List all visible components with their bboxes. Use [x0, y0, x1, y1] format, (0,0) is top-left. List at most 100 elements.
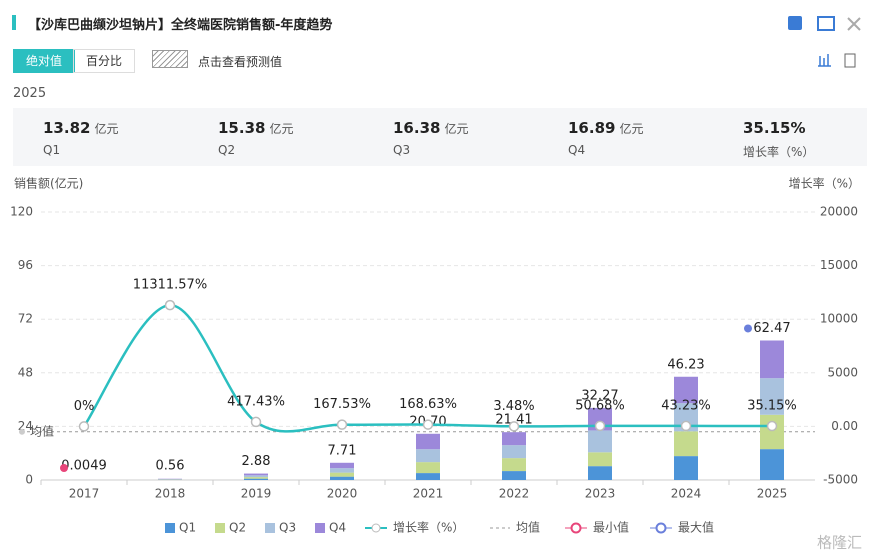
max-marker	[744, 324, 752, 333]
growth-line	[82, 303, 773, 433]
toggle-absolute[interactable]: 绝对值	[13, 49, 75, 73]
summary-label: Q1	[43, 143, 61, 157]
total-label: 0.0049	[61, 459, 107, 474]
bar-segment	[330, 462, 354, 469]
title-accent	[12, 15, 16, 30]
y2-tick-label: 5000	[827, 365, 858, 379]
growth-label: 3.48%	[493, 399, 534, 414]
legend-swatch	[215, 523, 225, 533]
y-tick-label: 48	[18, 365, 33, 379]
summary-unit: 亿元	[94, 122, 119, 136]
forecast-swatch[interactable]	[152, 50, 188, 68]
bar-segment	[588, 466, 612, 480]
bar-segment	[416, 433, 440, 450]
growth-label: 167.53%	[313, 397, 371, 412]
summary-unit: 亿元	[619, 122, 644, 136]
legend-min: 最小值	[593, 520, 629, 535]
total-label: 46.23	[667, 357, 704, 372]
bar-segment	[502, 432, 526, 446]
growth-point	[508, 421, 520, 432]
growth-label: 43.23%	[661, 398, 711, 413]
bar-segment	[502, 471, 526, 480]
x-tick-label: 2017	[69, 487, 100, 501]
excel-icon[interactable]	[788, 16, 802, 30]
bar-segment	[244, 477, 268, 479]
watermark: 格隆汇	[817, 534, 862, 552]
summary-unit: 亿元	[269, 122, 294, 136]
growth-point	[250, 416, 262, 428]
summary-card: 15.38 亿元 Q2	[218, 118, 293, 157]
total-label: 32.27	[581, 388, 618, 403]
growth-point	[422, 419, 434, 430]
summary-value: 35.15%	[743, 119, 806, 137]
growth-point	[78, 421, 90, 432]
summary-label: 增长率（%）	[743, 145, 815, 159]
table-icon[interactable]	[844, 53, 856, 68]
bar-segment	[416, 473, 440, 480]
y2-tick-label: 10000	[820, 312, 858, 326]
summary-row: 35.15%	[743, 118, 814, 137]
bar-segment	[330, 472, 354, 477]
x-tick-label: 2022	[499, 487, 530, 501]
close-icon[interactable]	[847, 17, 861, 31]
summary-value: 16.38	[393, 119, 441, 137]
growth-label: 0%	[74, 399, 95, 414]
toggle-percent[interactable]: 百分比	[73, 49, 135, 73]
bar-segment	[588, 430, 612, 453]
total-label: 0.56	[156, 459, 185, 474]
total-label: 21.41	[495, 413, 532, 428]
x-tick-label: 2023	[585, 487, 616, 501]
y-tick-label: 72	[18, 312, 33, 326]
bar-segment	[760, 414, 784, 450]
growth-point	[680, 420, 692, 432]
chart-icon[interactable]	[818, 54, 831, 67]
bar-segment	[674, 431, 698, 457]
bar-segment	[502, 458, 526, 472]
bar-segment	[330, 476, 354, 480]
x-tick-label: 2020	[327, 487, 358, 501]
y-tick-label: 0	[25, 473, 33, 487]
bar-segment	[416, 449, 440, 463]
growth-point	[164, 299, 176, 311]
summary-value: 13.82	[43, 119, 91, 137]
summary-label: Q3	[393, 143, 411, 157]
summary-card: 16.38 亿元 Q3	[393, 118, 468, 157]
growth-label: 35.15%	[747, 399, 797, 414]
growth-point	[594, 420, 606, 432]
growth-label: 50.68%	[575, 398, 625, 413]
bar-segment	[760, 378, 784, 415]
y2-tick-label: -5000	[823, 473, 858, 487]
x-tick-label: 2021	[413, 487, 444, 501]
y2-tick-label: 20000	[820, 205, 858, 219]
y-tick-label: 96	[18, 258, 33, 272]
min-marker	[60, 464, 68, 472]
legend-swatch	[165, 523, 175, 533]
y2-axis-title: 增长率（%）	[789, 176, 860, 191]
growth-label: 168.63%	[399, 397, 457, 412]
bar-segment	[416, 462, 440, 474]
image-icon[interactable]	[817, 16, 835, 31]
legend-swatch	[315, 523, 325, 533]
mean-marker	[19, 428, 25, 435]
mean-label: 均值	[30, 423, 54, 438]
growth-point	[336, 419, 348, 430]
summary-row: 16.38 亿元	[393, 118, 468, 137]
total-label: 62.47	[753, 321, 790, 336]
legend-label: Q4	[329, 521, 346, 535]
bar-segment	[760, 340, 784, 379]
legend-swatch	[265, 523, 275, 533]
summary-row: 16.89 亿元	[568, 118, 643, 137]
y-axis-title: 销售额(亿元)	[14, 176, 83, 191]
bar-segment	[330, 468, 354, 473]
summary-value: 15.38	[218, 119, 266, 137]
summary-value: 16.89	[568, 119, 616, 137]
summary-panel: 13.82 亿元 Q1 15.38 亿元 Q2 16.38 亿元 Q3 16.89 亿元 Q4 35.1…	[13, 108, 867, 166]
growth-label: 11311.57%	[133, 278, 207, 293]
x-tick-label: 2024	[671, 487, 702, 501]
summary-unit: 亿元	[444, 122, 469, 136]
legend-max: 最大值	[678, 520, 714, 535]
y2-tick-label: 0.00	[831, 419, 858, 433]
bar-segment	[244, 475, 268, 478]
forecast-link[interactable]: 点击查看预测值	[198, 55, 283, 69]
